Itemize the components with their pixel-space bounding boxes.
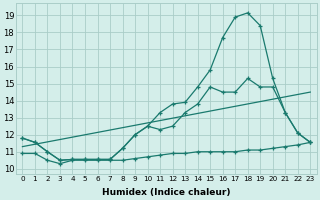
X-axis label: Humidex (Indice chaleur): Humidex (Indice chaleur) bbox=[102, 188, 231, 197]
